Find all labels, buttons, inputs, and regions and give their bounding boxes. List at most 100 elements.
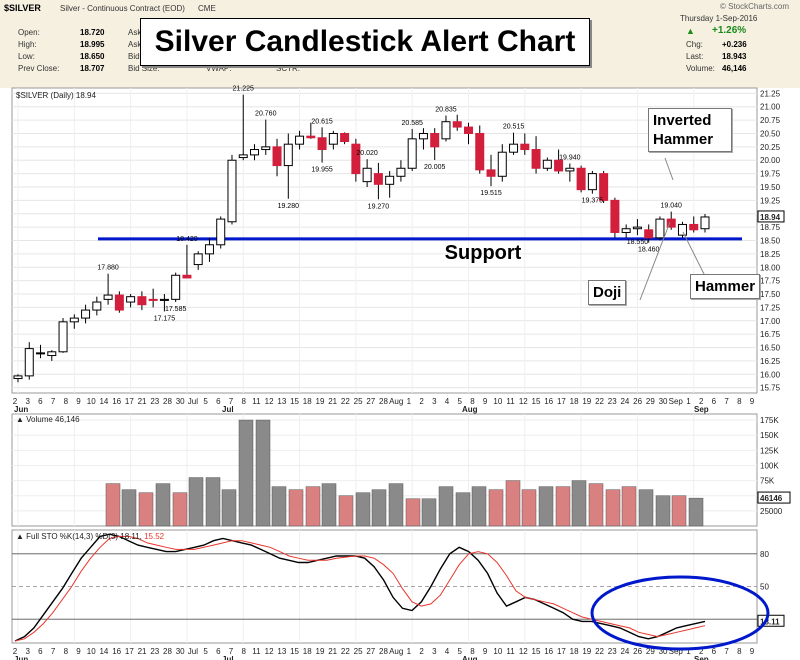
volume-bar [338,495,354,527]
inverted-hammer-callout: Inverted Hammer [648,108,732,152]
hammer-callout: Hammer [690,274,761,299]
date-tick-label: 3 [432,397,437,406]
volume-tick-label: 125K [760,446,779,455]
volume-tick-label: 175K [760,416,779,425]
date-tick-label-bottom: Aug [389,647,403,656]
price-annotation: 20.515 [503,124,525,131]
volume-bar [488,489,504,527]
date-tick-label-bottom: 28 [163,647,172,656]
date-tick-label-bottom: 2 [13,647,18,656]
price-tick-label: 20.50 [760,129,781,138]
candle-body [340,132,350,143]
candle-body [677,223,687,236]
volume-bar [471,486,487,527]
date-tick-label: 27 [366,397,375,406]
date-tick-label-bottom: 4 [445,647,450,656]
date-tick-label-bottom: 3 [25,647,30,656]
candle-body [362,167,372,183]
sto-last-tag [757,614,785,627]
candle-body [486,169,496,177]
volume-bar [388,483,404,527]
volume-bar [155,483,171,527]
price-tick-label: 18.50 [760,237,781,246]
volume-bar [138,492,154,527]
sto-legend-d: 15.52 [144,532,165,541]
price-tick-label: 19.75 [760,170,781,179]
date-tick-label-bottom: 16 [112,647,121,656]
date-tick-label-bottom: 21 [328,647,337,656]
price-tick-label: 18.25 [760,250,781,259]
price-tick-label: 19.50 [760,183,781,192]
low-value: 18.650 [80,52,105,61]
price-annotation: 18.550 [627,239,649,246]
price-tick-label: 15.75 [760,384,781,393]
price-annotation: 18.420 [176,236,198,243]
candle-body [407,138,417,169]
date-tick-label-bottom: 12 [519,647,528,656]
sto-legend-k: ▲ Full STO %K(14,3) %D(3) 18.11, [16,532,144,541]
inverted-hammer-line1: Inverted [653,112,712,129]
date-tick-label-bottom: 5 [203,647,208,656]
date-tick-label-bottom: 13 [277,647,286,656]
candle-body [58,321,68,353]
date-tick-label-bottom: 25 [354,647,363,656]
price-tick-label: 16.75 [760,330,781,339]
date-tick-label-bottom: 8 [470,647,475,656]
date-tick-label: 30 [659,397,668,406]
volume-bar [255,419,271,527]
volume-bar [305,486,321,527]
date-tick-label-bottom: 15 [290,647,299,656]
stochastic-panel [11,529,758,644]
candle-body [137,296,147,306]
month-label-bottom: Aug [462,655,478,660]
date-tick-label: 1 [686,397,691,406]
price-tick-label: 17.00 [760,317,781,326]
date-tick-label-bottom: 30 [176,647,185,656]
high-value: 18.995 [80,40,105,49]
date-tick-label-bottom: 11 [506,647,515,656]
support-label: Support [445,242,522,264]
price-annotation: 21.225 [233,86,255,93]
candle-body [396,167,406,177]
date-tick-label: 19 [316,397,325,406]
date-label: Thursday 1-Sep-2016 [680,14,758,23]
candle-body [689,223,699,231]
candle-body [328,132,338,145]
volume-bar [238,419,254,527]
date-tick-label: 8 [64,397,69,406]
price-tick-label: 21.25 [760,89,781,98]
date-tick-label-bottom: 5 [458,647,463,656]
date-tick-label: 8 [241,397,246,406]
date-tick-label-bottom: 6 [38,647,43,656]
price-tick-label: 21.00 [760,103,781,112]
date-tick-label: 22 [341,397,350,406]
price-tick-label: 20.25 [760,143,781,152]
candle-body [171,274,181,300]
volume-bar [355,492,371,527]
volume-value: 46,146 [722,64,747,73]
candle-body [509,143,519,153]
candle-body [542,159,552,169]
date-tick-label: 6 [38,397,43,406]
change-percent: +1.26% [712,25,747,36]
month-label: Aug [462,405,478,414]
date-tick-label-bottom: 6 [216,647,221,656]
candle-body [463,126,473,134]
price-legend: $SILVER (Daily) 18.94 [16,91,96,100]
volume-bar [205,477,221,527]
date-tick-label-bottom: 17 [125,647,134,656]
candle-body [554,159,564,172]
price-tick-label: 16.25 [760,357,781,366]
price-tick-label: 17.75 [760,277,781,286]
date-tick-label: 22 [595,397,604,406]
date-tick-label: 17 [125,397,134,406]
candle-body [227,159,237,223]
candle-body [272,146,282,167]
sto-d-line [14,535,706,642]
candle-body [261,146,271,151]
sto-k-line [14,533,706,642]
month-label-bottom: Jun [14,655,28,660]
description-label: Silver - Continuous Contract (EOD) [60,4,185,13]
candle-body [283,143,293,167]
volume-bar [521,489,537,527]
